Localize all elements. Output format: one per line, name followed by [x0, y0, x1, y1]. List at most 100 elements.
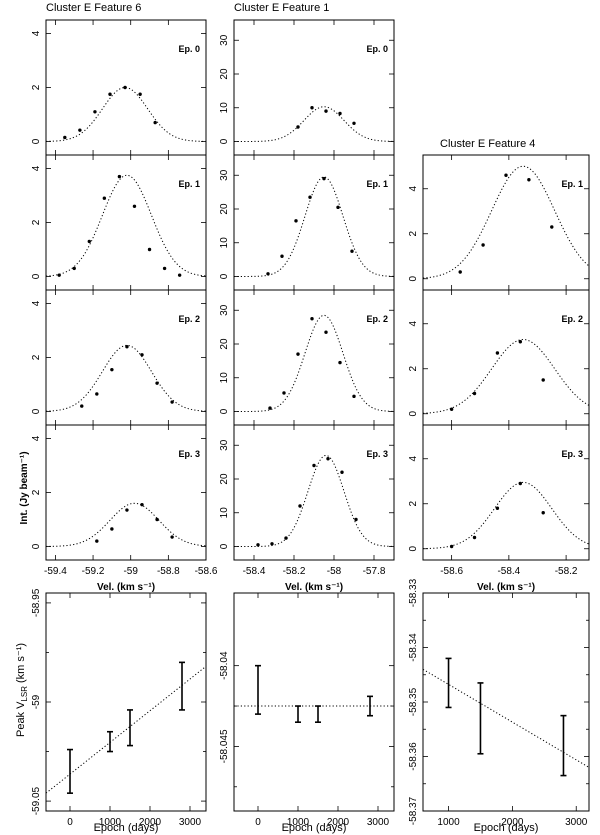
spectrum-data-point: [449, 407, 454, 411]
spectrum-data-point: [550, 225, 554, 229]
spectrum-frame: [233, 424, 395, 561]
spectrum-data-point: [518, 340, 523, 344]
spectrum-data-point: [87, 239, 91, 244]
spectrum-ytick-label: 0: [31, 138, 42, 144]
spectrum-frame: [233, 154, 395, 291]
spectrum-data-point: [95, 392, 99, 396]
spectrum-data-point: [155, 381, 159, 385]
spectrum-xtick-label: -58.2: [555, 566, 578, 577]
spectrum-panel: 0 2 4 Ep. 1: [31, 154, 207, 291]
velocity-xtick-label: 3000: [565, 817, 588, 828]
spectrum-ytick-label: 0: [219, 408, 230, 414]
spectrum-data-point: [312, 463, 316, 468]
spectrum-data-point: [449, 544, 454, 549]
spectrum-data-point: [338, 360, 342, 365]
spectrum-data-point: [110, 367, 114, 372]
spectrum-data-point: [170, 535, 174, 539]
gaussian-fit-curve: [422, 481, 590, 550]
spectrum-data-point: [280, 254, 284, 258]
velocity-error-bar: [179, 661, 185, 711]
spectrum-data-point: [117, 174, 122, 179]
spectrum-data-point: [57, 273, 61, 277]
gaussian-fit-curve: [45, 87, 207, 142]
spectrum-data-point: [256, 543, 260, 547]
spectrum-ytick-label: 0: [31, 408, 42, 414]
velocity-y-axis-label: Peak VLSR (km s⁻¹): [15, 643, 29, 737]
epoch-label: Ep. 3: [178, 449, 200, 459]
spectrum-data-point: [322, 176, 326, 181]
velocity-ytick-label: -58.36: [408, 742, 419, 771]
spectrum-panel: 0 10 20 30 Ep. 1: [219, 154, 395, 291]
velocity-ytick-label: -58.95: [31, 588, 42, 617]
velocity-panel-0: -58.95 -59 -59.05 0 1000 2000 3000 Epoch (days): [31, 588, 207, 834]
spectrum-data-point: [338, 111, 342, 116]
spectrum-data-point: [140, 502, 144, 507]
velocity-y-axis-label-unit: (km s⁻¹): [15, 643, 27, 683]
spectrum-data-point: [296, 125, 300, 129]
velocity-ytick-label: -59: [31, 694, 42, 709]
spectra-title-0: Cluster E Feature 6: [46, 2, 141, 14]
spectrum-ytick-label: 10: [219, 372, 230, 384]
spectrum-data-point: [324, 109, 328, 113]
spectrum-ytick-label: 0: [408, 546, 419, 552]
spectrum-data-point: [282, 391, 286, 395]
spectrum-data-point: [326, 457, 330, 461]
spectrum-xtick-label: -59: [123, 566, 138, 577]
spectrum-data-point: [270, 542, 274, 546]
spectrum-data-point: [140, 353, 144, 357]
spectrum-data-point: [284, 536, 288, 540]
spectrum-ytick-label: 0: [408, 411, 419, 417]
velocity-ytick-label: -58.37: [408, 796, 419, 825]
spectrum-frame: [233, 19, 395, 156]
spectrum-data-point: [78, 128, 82, 132]
spectrum-data-point: [336, 205, 340, 210]
spectrum-data-point: [541, 511, 545, 515]
spectrum-data-point: [177, 273, 182, 277]
spectrum-ytick-label: 20: [219, 473, 230, 485]
gaussian-fit-curve: [234, 314, 395, 412]
gaussian-fit-curve: [234, 454, 395, 547]
velocity-ytick-label: -58.35: [408, 687, 419, 716]
spectrum-data-point: [63, 135, 67, 140]
velocity-xtick-label: 1000: [437, 817, 460, 828]
spectrum-data-point: [170, 400, 174, 404]
spectra-panels: Cluster E Feature 6 0 2 4 Ep. 0 0 2 4 Ep. 1 0 2 4 Ep…: [31, 2, 590, 593]
epoch-label: Ep. 3: [366, 449, 388, 459]
velocity-xtick-label: 2000: [501, 817, 524, 828]
spectrum-ytick-label: 4: [31, 30, 42, 36]
spectrum-data-point: [132, 204, 137, 208]
gaussian-fit-curve: [45, 344, 207, 412]
spectrum-panel: 0 2 4 Ep. 2: [408, 289, 590, 426]
spectra-x-axis-label: Vel. (km s⁻¹): [97, 582, 155, 593]
velocity-x-axis-label: Epoch (days): [282, 822, 347, 834]
velocity-x-axis-label: Epoch (days): [94, 822, 159, 834]
epoch-label: Ep. 2: [178, 314, 200, 324]
spectrum-frame: [233, 289, 395, 426]
epoch-label: Ep. 0: [178, 44, 200, 54]
spectrum-data-point: [80, 404, 84, 408]
epoch-label: Ep. 1: [178, 179, 200, 189]
gaussian-fit-curve: [45, 174, 207, 277]
velocity-panel-2: -58.33 -58.34 -58.35 -58.36 -58.37 1000 2000 30…: [408, 578, 590, 834]
spectrum-data-point: [527, 178, 531, 182]
velocity-error-bar: [315, 705, 321, 723]
spectrum-panel: 0 2 4 Ep. 1: [408, 154, 590, 291]
spectrum-data-point: [495, 351, 500, 355]
velocity-ytick-label: -59.05: [31, 786, 42, 815]
spectrum-data-point: [324, 330, 328, 334]
velocity-xtick-label: 0: [255, 817, 261, 828]
epoch-label: Ep. 2: [561, 314, 583, 324]
spectrum-ytick-label: 0: [219, 138, 230, 144]
spectrum-data-point: [138, 92, 142, 96]
spectrum-frame: [45, 289, 207, 426]
spectrum-ytick-label: 2: [31, 84, 42, 90]
velocity-error-bar: [367, 695, 373, 717]
velocity-error-bar: [67, 748, 73, 794]
spectrum-ytick-label: 20: [219, 68, 230, 80]
velocity-xtick-label: 2000: [327, 817, 350, 828]
spectrum-panel: 0 2 4 -59.4 -59.2 -59 -58.8 -58.6 Ep. 3 Vel. (km …: [31, 424, 218, 593]
velocity-xtick-label: 1000: [287, 817, 310, 828]
velocity-frame: [233, 592, 395, 812]
spectrum-data-point: [308, 195, 312, 199]
